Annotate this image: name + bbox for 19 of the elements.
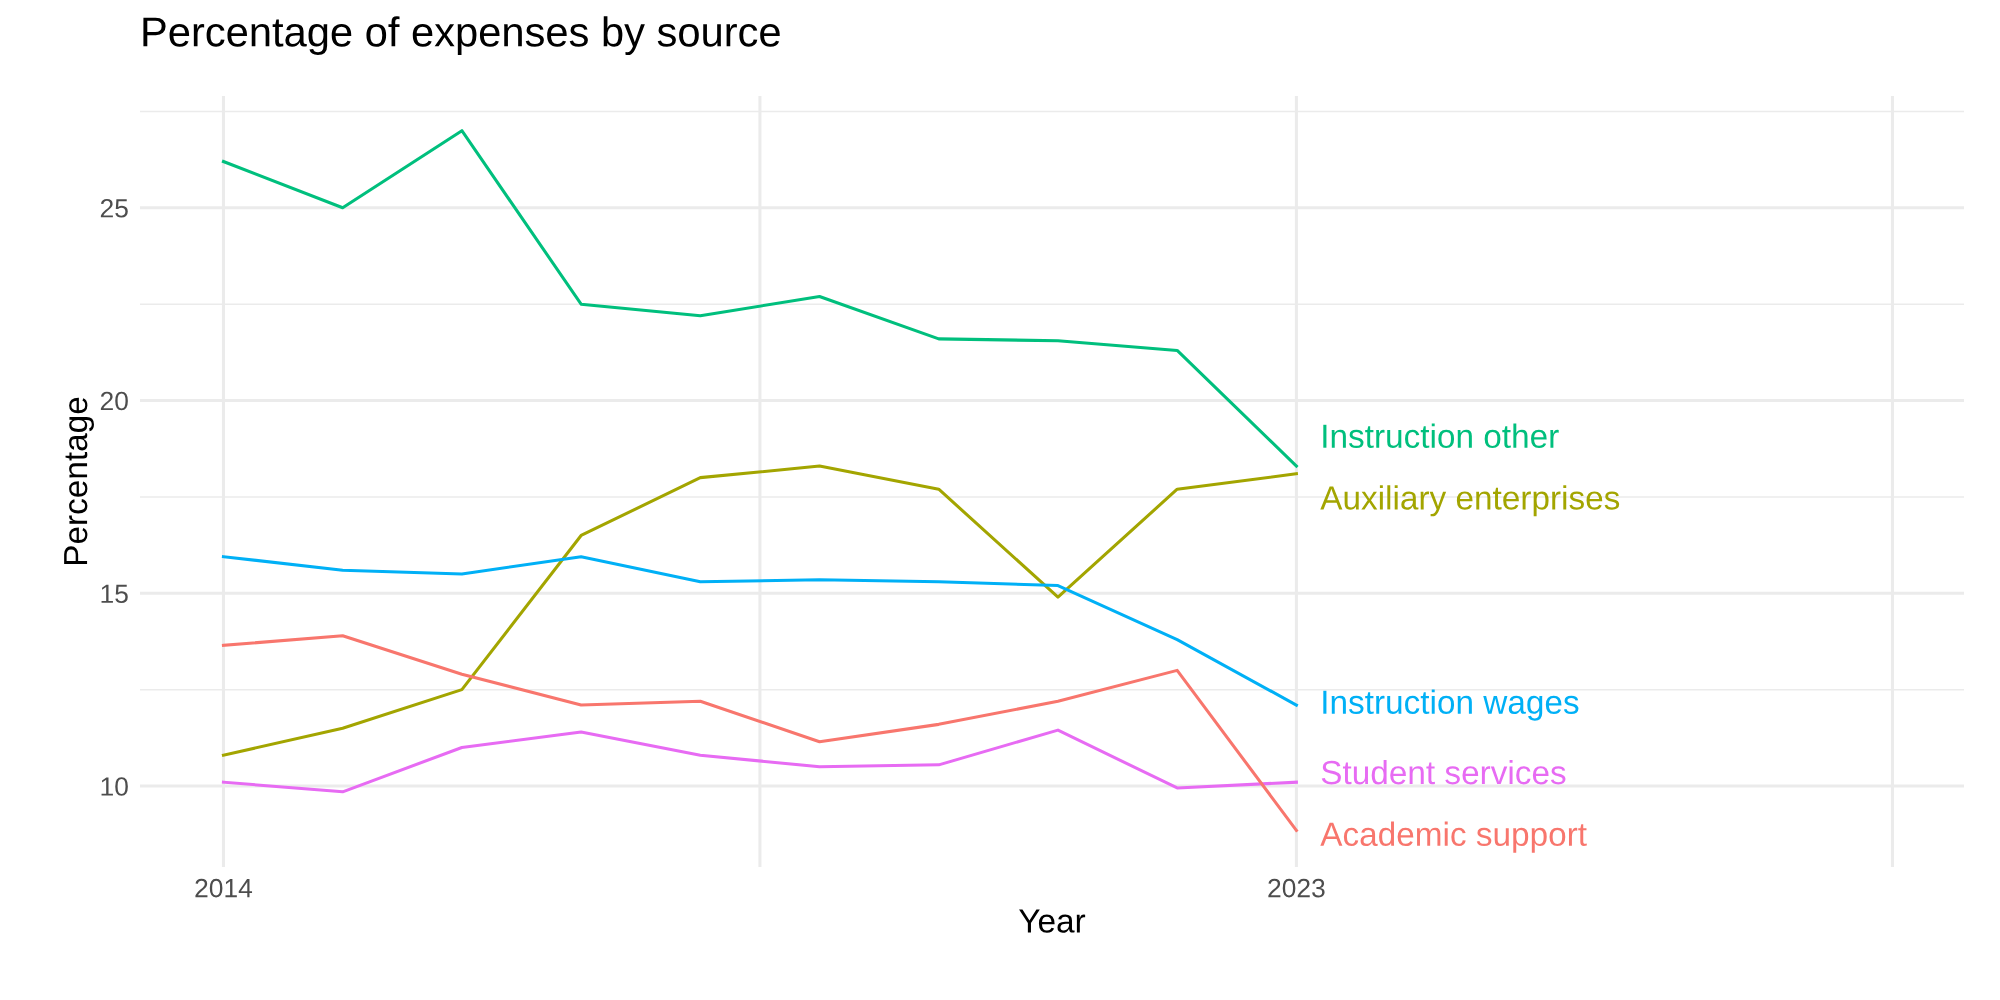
line-series: [221, 555, 1298, 707]
y-tick-label: 20: [100, 391, 128, 411]
chart-title: Percentage of expenses by source: [143, 16, 780, 55]
y-tick-label: 25: [100, 198, 128, 218]
line-series: [221, 728, 1298, 794]
line-series: [221, 129, 1298, 468]
series-label: Student services: [1321, 759, 1566, 785]
x-tick-label: 2014: [195, 878, 253, 898]
series-label: Instruction wages: [1323, 689, 1579, 721]
series-label: Instruction other: [1323, 423, 1559, 449]
x-axis-title: Year: [1019, 909, 1086, 933]
y-axis-title: Percentage: [64, 397, 94, 565]
series-label: Academic support: [1320, 821, 1587, 853]
line-series: [221, 634, 1298, 832]
y-tick-label: 10: [101, 777, 128, 796]
line-series: [221, 464, 1298, 757]
series-label: Auxiliary enterprises: [1320, 485, 1620, 517]
y-tick-label: 15: [101, 584, 128, 604]
x-tick-label: 2023: [1268, 878, 1325, 898]
